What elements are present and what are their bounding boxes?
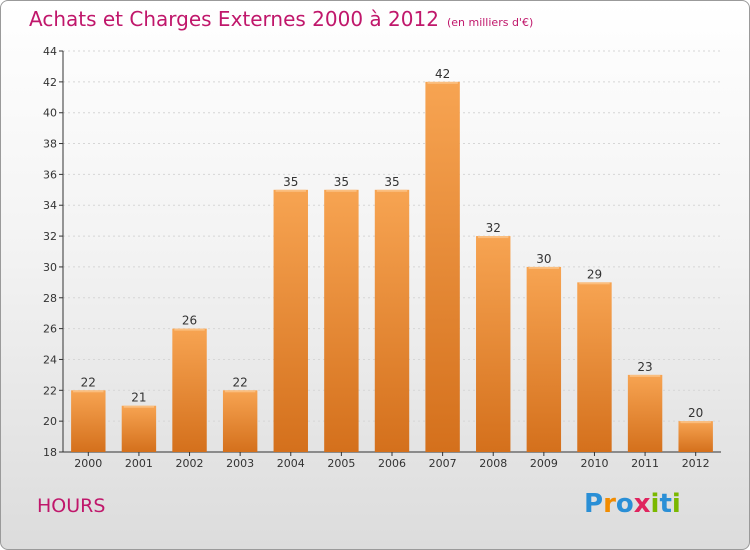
y-tick-label: 32 — [43, 230, 57, 243]
bar — [678, 421, 713, 452]
y-tick-label: 34 — [43, 199, 57, 212]
data-label: 42 — [435, 67, 450, 81]
bar-highlight — [326, 189, 357, 192]
x-tick-label: 2000 — [74, 457, 102, 470]
bar — [324, 189, 359, 453]
bar — [425, 81, 460, 452]
y-tick-label: 36 — [43, 168, 57, 181]
bar — [172, 328, 207, 452]
bar-highlight — [224, 390, 256, 393]
y-tick-label: 24 — [43, 353, 57, 366]
y-tick-label: 38 — [43, 138, 57, 151]
y-tick-label: 20 — [43, 415, 57, 428]
logo-letter: o — [615, 489, 634, 519]
logo-letter: i — [650, 489, 660, 519]
y-tick-label: 22 — [43, 384, 57, 397]
data-label: 20 — [688, 406, 703, 420]
x-tick-label: 2004 — [277, 457, 305, 470]
x-tick-label: 2005 — [327, 457, 355, 470]
bar-highlight — [478, 236, 509, 239]
data-label: 21 — [131, 391, 146, 405]
bar — [526, 266, 562, 452]
x-tick-label: 2010 — [580, 457, 608, 470]
data-label: 35 — [384, 175, 399, 189]
data-label: 32 — [486, 221, 501, 235]
x-tick-label: 2008 — [479, 457, 507, 470]
bar-highlight — [174, 328, 205, 331]
y-tick-label: 42 — [43, 76, 57, 89]
city-name: HOURS — [37, 495, 106, 517]
data-label: 35 — [334, 175, 349, 189]
logo-letter: P — [584, 489, 604, 519]
data-label: 22 — [81, 375, 96, 389]
x-tick-label: 2011 — [631, 457, 659, 470]
bar — [374, 189, 410, 453]
x-tick-label: 2001 — [125, 457, 153, 470]
y-tick-label: 26 — [43, 323, 57, 336]
data-label: 23 — [637, 360, 652, 374]
bar-highlight — [629, 374, 661, 377]
x-tick-label: 2009 — [530, 457, 558, 470]
chart-title-unit: (en milliers d'€) — [446, 16, 534, 29]
bar — [121, 405, 157, 452]
x-tick-label: 2007 — [429, 457, 457, 470]
bar-highlight — [376, 189, 408, 192]
bar — [476, 236, 511, 452]
bar-highlight — [275, 189, 306, 192]
x-tick-label: 2006 — [378, 457, 406, 470]
data-label: 26 — [182, 314, 197, 328]
data-label: 35 — [283, 175, 298, 189]
chart-title: Achats et Charges Externes 2000 à 2012 (e… — [29, 7, 533, 31]
logo-letter: r — [603, 489, 616, 519]
bar — [627, 374, 663, 452]
logo-letter: i — [671, 489, 681, 519]
bar-highlight — [73, 390, 104, 393]
y-tick-label: 30 — [43, 261, 57, 274]
y-tick-label: 18 — [43, 446, 57, 459]
bar-highlight — [123, 405, 155, 408]
y-tick-label: 40 — [43, 107, 57, 120]
logo-letter: x — [633, 489, 651, 519]
proxiti-logo: Proxiti — [584, 489, 681, 519]
chart-title-main: Achats et Charges Externes 2000 à 2012 — [29, 7, 439, 31]
bar — [577, 282, 612, 452]
x-tick-label: 2002 — [176, 457, 204, 470]
y-tick-label: 28 — [43, 292, 57, 305]
bar — [273, 189, 308, 453]
bar — [71, 390, 106, 452]
y-tick-label: 44 — [43, 45, 57, 58]
bar-highlight — [680, 421, 711, 424]
bar-highlight — [579, 282, 610, 285]
bar-highlight — [528, 266, 560, 269]
x-tick-label: 2012 — [682, 457, 710, 470]
data-label: 30 — [536, 252, 551, 266]
x-tick-label: 2003 — [226, 457, 254, 470]
bar — [222, 390, 258, 452]
data-label: 29 — [587, 267, 602, 281]
data-label: 22 — [233, 375, 248, 389]
bar-highlight — [427, 81, 458, 84]
logo-letter: t — [659, 489, 672, 519]
